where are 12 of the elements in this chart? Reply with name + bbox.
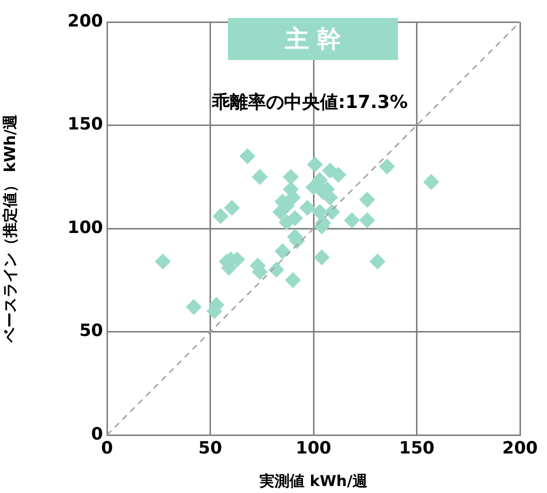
x-tick-label: 200 bbox=[502, 438, 538, 459]
x-tick-label: 150 bbox=[399, 438, 435, 459]
y-axis-title: ベースライン（推定値） kWh/週 bbox=[0, 114, 19, 344]
y-tick-label: 50 bbox=[79, 321, 104, 342]
y-tick-label: 100 bbox=[68, 218, 104, 238]
annotation: 乖離率の中央値:17.3% bbox=[210, 91, 409, 114]
x-tick-label: 50 bbox=[198, 438, 222, 459]
x-axis-title: 実測値 kWh/週 bbox=[258, 472, 368, 490]
y-tick-label: 200 bbox=[68, 11, 104, 32]
x-tick-label: 100 bbox=[296, 438, 332, 459]
y-tick-label: 0 bbox=[91, 424, 104, 444]
y-tick-label: 150 bbox=[68, 114, 104, 135]
